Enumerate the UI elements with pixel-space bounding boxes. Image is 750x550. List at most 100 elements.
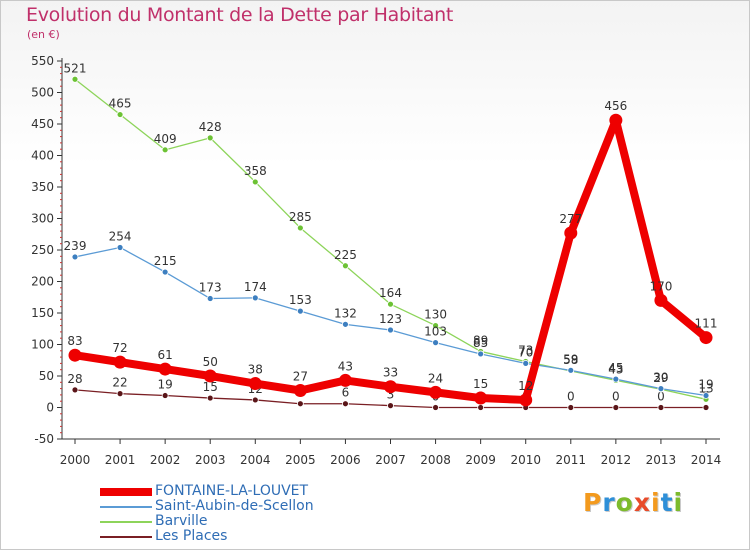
- y-tick-label: 300: [31, 212, 54, 226]
- x-tick-label: 2006: [330, 453, 361, 467]
- logo-letter: i: [673, 488, 684, 517]
- y-tick-label: 200: [31, 275, 54, 289]
- data-point: [113, 355, 127, 369]
- data-point: [342, 262, 349, 270]
- data-label: 6: [342, 386, 350, 400]
- x-tick-label: 2010: [510, 453, 541, 467]
- x-tick-label: 2002: [150, 453, 181, 467]
- data-point: [161, 146, 169, 154]
- x-tick-label: 2014: [691, 453, 722, 467]
- data-point: [116, 111, 124, 118]
- data-label: 13: [698, 381, 713, 395]
- data-label: 85: [473, 336, 488, 350]
- data-label: 358: [244, 164, 267, 178]
- data-label: 0: [567, 390, 575, 404]
- data-label: 164: [379, 286, 402, 300]
- data-point: [567, 366, 575, 374]
- data-point: [71, 75, 79, 83]
- data-label: 29: [653, 371, 668, 385]
- data-label: 111: [695, 317, 718, 331]
- x-tick-label: 2012: [601, 453, 632, 467]
- data-point: [702, 392, 710, 399]
- chart-title: Evolution du Montant de la Dette par Hab…: [26, 4, 454, 26]
- data-point: [564, 226, 578, 240]
- data-label: 103: [424, 325, 447, 339]
- data-label: 38: [248, 363, 263, 377]
- legend-swatch: [100, 506, 152, 508]
- data-label: 170: [649, 279, 672, 293]
- data-label: 239: [64, 239, 87, 253]
- data-point: [206, 394, 214, 402]
- data-label: 130: [424, 308, 447, 322]
- x-tick-label: 2004: [240, 453, 271, 467]
- x-tick-label: 2000: [60, 453, 91, 467]
- data-point: [612, 404, 620, 411]
- logo-letter: P: [583, 488, 603, 517]
- x-tick-label: 2003: [195, 453, 226, 467]
- data-label: 30: [653, 371, 668, 385]
- data-label: 45: [608, 361, 623, 375]
- data-label: 409: [154, 132, 177, 146]
- data-label: 61: [158, 348, 173, 362]
- data-point: [293, 383, 307, 397]
- legend-label: Les Places: [155, 528, 228, 544]
- data-label: 22: [112, 376, 127, 390]
- data-label: 277: [559, 212, 582, 226]
- data-label: 50: [203, 355, 218, 369]
- logo-letter: t: [660, 488, 674, 517]
- data-point: [609, 113, 623, 127]
- y-tick-label: 250: [31, 243, 54, 257]
- data-point: [161, 392, 169, 399]
- data-point: [519, 393, 533, 407]
- data-label: 43: [608, 362, 623, 376]
- data-label: 153: [289, 293, 312, 307]
- y-tick-label: 50: [39, 369, 54, 383]
- logo-letter: o: [615, 488, 634, 517]
- data-label: 215: [154, 254, 177, 268]
- data-point: [657, 404, 665, 411]
- data-point: [248, 377, 262, 391]
- y-tick-label: 400: [31, 149, 54, 163]
- data-label: 19: [698, 378, 713, 392]
- data-point: [429, 385, 443, 399]
- data-point: [654, 293, 668, 307]
- data-point: [477, 404, 485, 411]
- proxiti-logo: Proxiti: [583, 488, 683, 517]
- data-point: [116, 244, 124, 251]
- x-tick-label: 2008: [420, 453, 451, 467]
- data-label: 225: [334, 248, 357, 262]
- data-label: 15: [473, 377, 488, 391]
- x-tick-label: 2011: [556, 453, 587, 467]
- unit-label: (en €): [27, 28, 60, 41]
- data-label: 24: [428, 371, 443, 385]
- data-label: 59: [563, 352, 578, 366]
- data-label: 19: [158, 378, 173, 392]
- data-point: [432, 339, 439, 347]
- y-tick-label: 100: [31, 338, 54, 352]
- data-point: [342, 400, 349, 408]
- y-tick-label: 450: [31, 117, 54, 131]
- y-tick-label: 350: [31, 180, 54, 194]
- data-label: 70: [518, 345, 533, 359]
- legend-swatch: [100, 521, 152, 523]
- data-label: 465: [109, 97, 132, 111]
- data-point: [158, 362, 172, 376]
- data-label: 123: [379, 312, 402, 326]
- logo-letter: x: [633, 488, 651, 517]
- legend-label: FONTAINE-LA-LOUVET: [155, 483, 309, 499]
- data-label: 0: [657, 390, 665, 404]
- data-label: 89: [473, 333, 488, 347]
- data-label: 173: [199, 281, 222, 295]
- data-label: 72: [112, 341, 127, 355]
- data-label: 58: [563, 353, 578, 367]
- y-tick-label: 500: [31, 86, 54, 100]
- data-label: 0: [612, 390, 620, 404]
- data-point: [387, 326, 394, 334]
- data-label: 73: [518, 344, 533, 358]
- data-point: [432, 322, 439, 330]
- y-tick-label: 150: [31, 306, 54, 320]
